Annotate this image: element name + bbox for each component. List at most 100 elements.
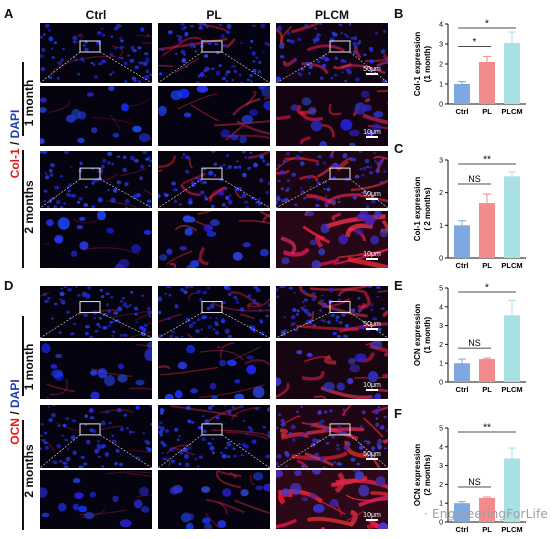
scale-bar: 50μm xyxy=(358,321,386,330)
x-tick-label: Ctrl xyxy=(456,107,469,116)
stain-dapi-text: DAPI xyxy=(8,109,22,139)
scale-bar-line xyxy=(366,519,378,521)
y-tick-label: 0 xyxy=(439,256,443,263)
ocn-overview-image xyxy=(40,405,152,468)
row-bracket xyxy=(22,62,24,136)
significance-label: NS xyxy=(468,338,481,348)
significance-label: * xyxy=(473,37,477,48)
scale-bar: 10μm xyxy=(358,512,386,521)
x-tick-label: PL xyxy=(482,107,492,116)
scale-bar-label: 50μm xyxy=(363,66,381,73)
stain-dapi-text: DAPI xyxy=(8,379,22,408)
panel-label-f: F xyxy=(394,406,402,421)
significance-label: ** xyxy=(483,155,491,166)
y-tick-label: 2 xyxy=(439,190,443,197)
bar xyxy=(504,43,520,104)
ocn-overview-image xyxy=(276,286,388,338)
stain-separator: / xyxy=(8,408,22,419)
y-tick-label: 4 xyxy=(439,22,443,29)
x-tick-label: PLCM xyxy=(501,525,522,534)
scale-bar-line xyxy=(366,136,378,138)
y-tick-label: 5 xyxy=(439,286,443,293)
stain-marker-text: Col-1 xyxy=(8,148,22,179)
ocn-zoom-image xyxy=(158,341,270,399)
scale-bar-line xyxy=(366,458,378,460)
scale-bar: 50μm xyxy=(358,451,386,460)
row-label-ocn-1month: 1 month xyxy=(22,343,36,391)
y-axis-label: (2 months) xyxy=(423,454,432,495)
bar xyxy=(479,62,495,104)
scale-bar-label: 50μm xyxy=(363,191,381,198)
y-tick-label: 1 xyxy=(439,501,443,508)
bar xyxy=(479,359,495,382)
y-axis-label: ( 2 months) xyxy=(423,187,432,230)
scale-bar-label: 10μm xyxy=(363,512,381,519)
ocn-overview-image xyxy=(276,405,388,468)
panel-label-a: A xyxy=(4,6,14,21)
ocn-overview-image xyxy=(158,405,270,468)
x-tick-label: PL xyxy=(482,385,492,394)
bar xyxy=(504,176,520,258)
y-axis-label: OCN expression xyxy=(413,304,422,366)
x-tick-label: PLCM xyxy=(501,261,522,270)
scale-bar-label: 50μm xyxy=(363,321,381,328)
ocn-overview-image xyxy=(40,286,152,338)
scale-bar: 50μm xyxy=(358,191,386,200)
ocn-zoom-image xyxy=(158,470,270,529)
col1-overview-image xyxy=(158,23,270,83)
y-axis-label: OCN expression xyxy=(413,444,422,506)
scale-bar: 50μm xyxy=(358,66,386,75)
col1-zoom-image xyxy=(158,211,270,268)
x-tick-label: PL xyxy=(482,261,492,270)
x-tick-label: PLCM xyxy=(501,385,522,394)
scale-bar-line xyxy=(366,258,378,260)
ocn-zoom-image xyxy=(40,341,152,399)
ocn-zoom-image xyxy=(276,341,388,399)
panel-label-b: B xyxy=(394,6,404,21)
ocn-zoom-image xyxy=(40,470,152,529)
scale-bar-label: 10μm xyxy=(363,129,381,136)
stain-marker-text: OCN xyxy=(8,418,22,445)
col1-zoom-image xyxy=(40,211,152,268)
col1-overview-image xyxy=(40,23,152,83)
x-tick-label: PL xyxy=(482,525,492,534)
scale-bar: 10μm xyxy=(358,129,386,138)
panel-label-e: E xyxy=(394,278,403,293)
stain-separator: / xyxy=(8,138,22,149)
y-tick-label: 2 xyxy=(439,342,443,349)
y-tick-label: 3 xyxy=(439,42,443,49)
scale-bar-label: 10μm xyxy=(363,382,381,389)
x-tick-label: Ctrl xyxy=(456,385,469,394)
bar xyxy=(479,203,495,258)
column-header-pl: PL xyxy=(206,8,222,22)
col1-overview-image xyxy=(40,151,152,208)
row-label-col1-1month: 1 month xyxy=(22,79,36,127)
col1-zoom-image xyxy=(40,86,152,146)
scale-bar-line xyxy=(366,73,378,75)
scale-bar-line xyxy=(366,198,378,200)
ocn-overview-image xyxy=(158,286,270,338)
scale-bar-label: 10μm xyxy=(363,251,381,258)
y-tick-label: 1 xyxy=(439,82,443,89)
bar xyxy=(454,84,470,104)
y-tick-label: 0 xyxy=(439,520,443,527)
y-tick-label: 0 xyxy=(439,102,443,109)
scale-bar: 10μm xyxy=(358,382,386,391)
bar xyxy=(504,315,520,382)
y-tick-label: 3 xyxy=(439,463,443,470)
column-header-ctrl: Ctrl xyxy=(85,8,107,22)
scale-bar-line xyxy=(366,328,378,330)
panel-label-d: D xyxy=(4,278,14,293)
significance-label: NS xyxy=(468,174,481,184)
y-tick-label: 1 xyxy=(439,223,443,230)
row-bracket xyxy=(22,316,24,396)
bar xyxy=(454,503,470,522)
row-label-col1-2months: 2 months xyxy=(22,180,36,234)
row-bracket xyxy=(22,150,24,268)
y-tick-label: 2 xyxy=(439,62,443,69)
x-tick-label: Ctrl xyxy=(456,261,469,270)
significance-label: * xyxy=(485,19,489,30)
y-axis-label: Col-1 expression xyxy=(413,177,422,242)
significance-label: ** xyxy=(483,423,491,434)
